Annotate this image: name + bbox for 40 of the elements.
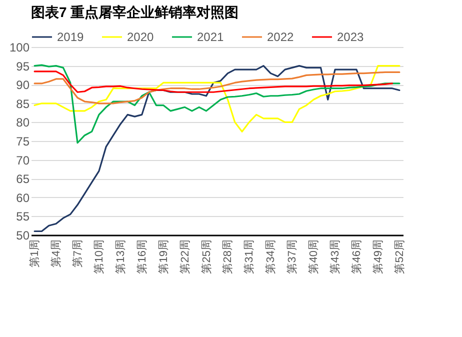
x-tick-label: 第52周 [394,240,406,274]
y-tick-label: 60 [16,190,30,205]
y-tick-label: 95 [16,59,30,74]
x-tick-label: 第40周 [308,240,320,274]
x-tick-label: 第34周 [265,240,278,274]
legend-label: 2019 [57,30,84,44]
legend-label: 2023 [337,30,364,44]
line-series [34,65,400,232]
legend-label: 2020 [127,30,154,44]
legend-label: 2022 [267,30,294,44]
line-series [34,71,400,104]
y-tick-label: 75 [16,134,30,148]
x-tick-label: 第10周 [93,240,106,274]
x-tick-label: 第28周 [222,240,234,274]
x-tick-label: 第19周 [158,240,170,274]
y-tick-label: 90 [16,78,30,92]
x-tick-label: 第49周 [372,240,384,274]
line-series [34,64,400,144]
y-tick-label: 65 [16,172,30,186]
y-tick-label: 55 [16,210,30,224]
y-tick-label: 70 [16,153,30,168]
x-tick-label: 第31周 [244,240,256,274]
x-tick-label: 第1周 [29,240,42,268]
x-tick-label: 第4周 [50,240,63,268]
y-tick-label: 50 [16,228,30,242]
line-series [34,70,394,93]
x-tick-label: 第13周 [114,240,127,274]
line-series [34,65,400,132]
x-tick-label: 第16周 [136,240,148,274]
x-tick-label: 第37周 [286,240,299,274]
x-tick-label: 第46周 [351,240,363,274]
legend-label: 2021 [197,30,224,44]
x-tick-label: 第43周 [330,240,342,274]
x-tick-label: 第25周 [200,240,213,274]
x-tick-label: 第7周 [72,240,84,268]
y-tick-label: 100 [9,40,30,54]
y-tick-label: 85 [16,96,30,111]
x-tick-label: 第22周 [179,240,192,274]
y-tick-label: 80 [16,116,30,130]
chart-title: 图表7 重点屠宰企业鲜销率对照图 [31,4,239,20]
